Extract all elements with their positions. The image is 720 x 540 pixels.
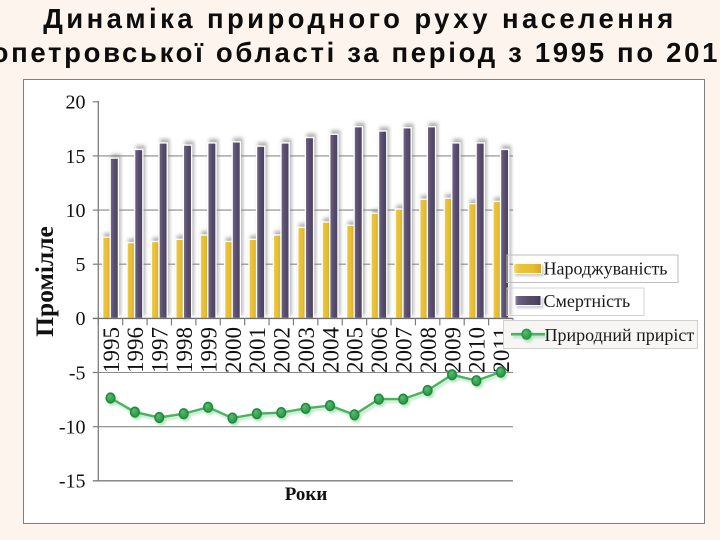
svg-text:2004: 2004 bbox=[318, 327, 343, 374]
svg-text:Роки: Роки bbox=[285, 484, 328, 505]
svg-text:-5: -5 bbox=[69, 362, 86, 384]
svg-text:5: 5 bbox=[76, 254, 86, 276]
svg-text:Природний приріст: Природний приріст bbox=[545, 325, 695, 345]
svg-text:2006: 2006 bbox=[367, 327, 392, 373]
svg-text:Смертність: Смертність bbox=[544, 291, 631, 311]
svg-text:1996: 1996 bbox=[123, 327, 148, 373]
svg-text:-15: -15 bbox=[59, 471, 86, 493]
svg-text:2010: 2010 bbox=[465, 327, 490, 373]
svg-text:15: 15 bbox=[66, 146, 86, 168]
svg-text:2003: 2003 bbox=[294, 327, 319, 373]
svg-text:2005: 2005 bbox=[343, 327, 368, 373]
svg-text:1999: 1999 bbox=[196, 327, 221, 373]
svg-text:1997: 1997 bbox=[148, 327, 173, 373]
svg-text:10: 10 bbox=[66, 200, 86, 222]
svg-text:2002: 2002 bbox=[270, 327, 295, 373]
svg-text:2000: 2000 bbox=[221, 327, 246, 373]
svg-text:1998: 1998 bbox=[172, 327, 197, 373]
svg-text:Промілле: Промілле bbox=[30, 226, 59, 337]
svg-text:1995: 1995 bbox=[99, 327, 124, 373]
svg-text:Народжуваність: Народжуваність bbox=[544, 259, 668, 279]
svg-text:0: 0 bbox=[76, 308, 86, 330]
svg-text:2008: 2008 bbox=[416, 327, 441, 373]
svg-text:20: 20 bbox=[66, 92, 86, 114]
svg-text:2009: 2009 bbox=[440, 327, 465, 373]
svg-text:2001: 2001 bbox=[245, 327, 270, 373]
svg-text:2007: 2007 bbox=[392, 327, 417, 373]
svg-text:-10: -10 bbox=[59, 417, 86, 439]
